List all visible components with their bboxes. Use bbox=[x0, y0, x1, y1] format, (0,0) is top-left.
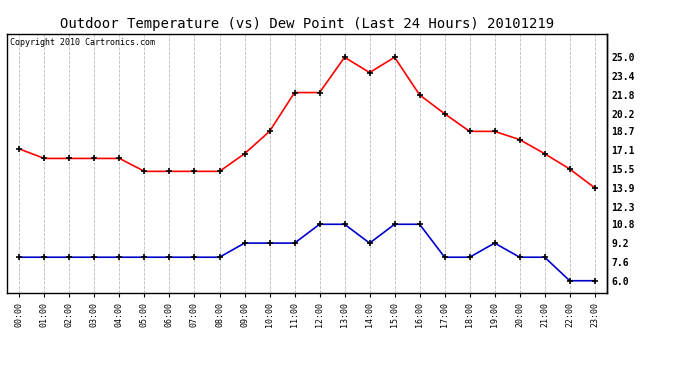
Title: Outdoor Temperature (vs) Dew Point (Last 24 Hours) 20101219: Outdoor Temperature (vs) Dew Point (Last… bbox=[60, 17, 554, 31]
Text: Copyright 2010 Cartronics.com: Copyright 2010 Cartronics.com bbox=[10, 38, 155, 46]
